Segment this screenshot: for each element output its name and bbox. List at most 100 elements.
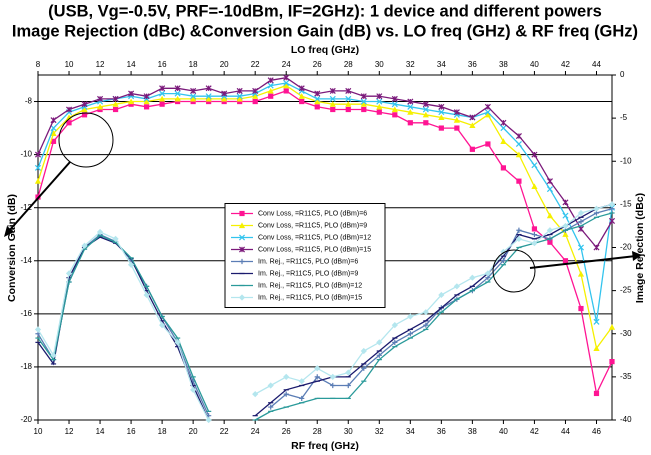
marker <box>422 111 429 118</box>
x2-tick-label: 12 <box>96 60 105 69</box>
marker <box>112 101 119 107</box>
marker <box>546 212 554 219</box>
marker <box>190 98 196 105</box>
x-tick-label: 22 <box>220 427 229 436</box>
marker <box>484 103 491 110</box>
marker <box>407 98 414 105</box>
marker <box>438 109 445 116</box>
marker <box>314 90 321 97</box>
marker <box>159 101 165 107</box>
marker <box>112 235 119 242</box>
marker <box>484 109 491 116</box>
marker <box>190 87 197 94</box>
x2-tick-label: 38 <box>499 60 508 69</box>
marker <box>299 395 305 402</box>
marker <box>562 258 569 264</box>
marker <box>484 270 491 277</box>
arrow <box>529 255 637 269</box>
marker <box>500 119 507 126</box>
y-tick-label: -8 <box>25 97 33 106</box>
marker <box>159 322 166 329</box>
marker <box>128 101 134 107</box>
marker <box>515 133 522 140</box>
marker <box>407 120 413 126</box>
marker <box>593 244 600 251</box>
marker <box>190 95 197 102</box>
marker <box>205 416 212 424</box>
marker <box>329 95 336 102</box>
marker <box>283 82 290 89</box>
highlight-circle <box>58 112 114 168</box>
y-tick-label: -16 <box>20 309 32 318</box>
x2-tick-label: 34 <box>437 60 446 69</box>
marker <box>577 209 585 217</box>
legend-box <box>224 203 386 308</box>
marker <box>283 391 289 397</box>
marker <box>159 95 166 102</box>
x2-tick-label: 44 <box>592 60 601 69</box>
marker <box>360 101 367 107</box>
y-tick-label: -20 <box>20 415 32 424</box>
marker <box>34 326 42 333</box>
marker <box>330 106 336 113</box>
y2-axis-label: Image Rejection (dBc) <box>634 193 646 303</box>
marker <box>237 98 243 105</box>
x2-tick-label: 40 <box>530 60 539 69</box>
marker <box>562 199 569 206</box>
marker <box>469 146 475 152</box>
marker <box>360 93 367 100</box>
marker <box>454 125 460 131</box>
marker <box>97 106 103 113</box>
marker <box>422 309 429 316</box>
x-tick-label: 16 <box>127 427 136 436</box>
marker <box>236 93 243 100</box>
marker <box>469 114 476 121</box>
marker <box>283 373 290 380</box>
marker <box>392 112 398 118</box>
marker <box>190 93 197 100</box>
marker <box>593 345 600 351</box>
x-tick-label: 42 <box>530 427 539 436</box>
y-tick-label: -10 <box>20 150 32 159</box>
marker <box>376 103 383 110</box>
marker <box>314 95 321 102</box>
chart-title: (USB, Vg=-0.5V, PRF=-10dBm, IF=2GHz): 1 … <box>48 2 602 20</box>
marker <box>96 103 104 110</box>
marker <box>469 122 476 129</box>
marker <box>578 219 584 225</box>
marker <box>376 109 382 115</box>
marker <box>391 101 398 108</box>
y2-tick-label: -40 <box>620 415 632 424</box>
marker <box>190 386 197 393</box>
marker <box>127 261 135 268</box>
marker <box>81 112 88 118</box>
marker <box>423 120 429 126</box>
marker <box>391 106 398 113</box>
x-tick-label: 34 <box>406 427 415 436</box>
y-tick-label: -12 <box>20 203 32 212</box>
marker <box>252 93 259 99</box>
marker <box>360 98 367 105</box>
marker <box>376 339 383 346</box>
marker <box>268 93 274 99</box>
x2-tick-label: 22 <box>251 60 260 69</box>
marker <box>128 90 135 97</box>
marker <box>50 138 57 144</box>
marker <box>34 151 42 158</box>
x-tick-label: 26 <box>282 427 291 436</box>
marker <box>330 382 336 389</box>
marker <box>81 106 88 113</box>
marker <box>515 140 522 148</box>
x2-tick-label: 14 <box>127 60 136 69</box>
marker <box>267 77 274 84</box>
x2-tick-label: 30 <box>375 60 384 69</box>
plot-area <box>34 71 616 424</box>
x2-tick-label: 24 <box>282 60 291 69</box>
marker <box>283 74 290 81</box>
x2-tick-label: 8 <box>36 60 41 69</box>
marker <box>500 165 507 171</box>
marker <box>143 93 150 100</box>
x-tick-label: 38 <box>468 427 477 436</box>
x2-tick-label: 32 <box>406 60 415 69</box>
